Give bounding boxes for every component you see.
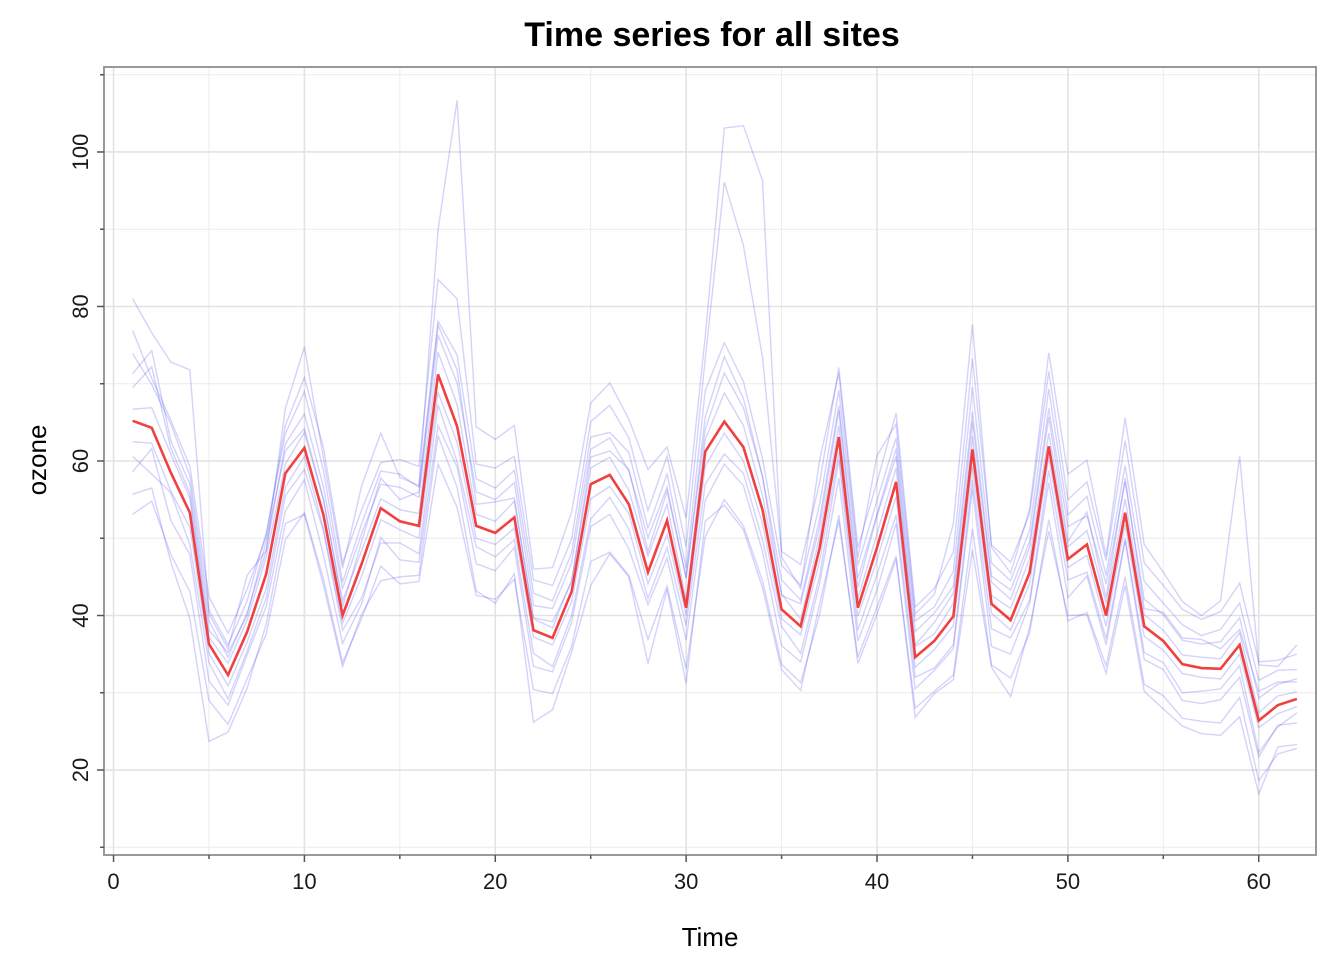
y-tick-label: 60 <box>68 449 93 473</box>
x-axis: 0 10 20 30 40 50 60 <box>107 855 1271 894</box>
x-tick-label: 60 <box>1246 869 1270 894</box>
y-tick-label: 80 <box>68 294 93 318</box>
site-series-line <box>132 351 1298 715</box>
plot-area <box>131 100 1298 797</box>
site-series-line <box>132 334 1298 700</box>
x-tick-label: 20 <box>483 869 507 894</box>
site-series-line <box>132 435 1297 797</box>
grid-lines <box>104 67 1316 855</box>
x-tick-label: 40 <box>865 869 889 894</box>
site-series-line <box>132 461 1298 783</box>
site-series-line <box>132 404 1298 754</box>
x-tick-label: 10 <box>292 869 316 894</box>
x-tick-label: 50 <box>1056 869 1080 894</box>
y-tick-label: 100 <box>68 134 93 171</box>
x-axis-label: Time <box>682 922 739 952</box>
site-series-line <box>131 181 1298 663</box>
y-axis: 20 40 60 80 100 <box>68 73 104 849</box>
site-series-line <box>132 318 1297 682</box>
chart-title: Time series for all sites <box>524 16 899 54</box>
y-tick-label: 40 <box>68 603 93 627</box>
x-tick-label: 30 <box>674 869 698 894</box>
site-series-line <box>132 322 1297 693</box>
site-series-line <box>132 391 1298 729</box>
site-series-line <box>132 100 1298 668</box>
y-axis-label: ozone <box>22 425 52 496</box>
site-series-line <box>132 422 1297 759</box>
mean-series-line <box>132 374 1298 723</box>
y-tick-label: 20 <box>68 758 93 782</box>
x-tick-label: 0 <box>107 869 119 894</box>
